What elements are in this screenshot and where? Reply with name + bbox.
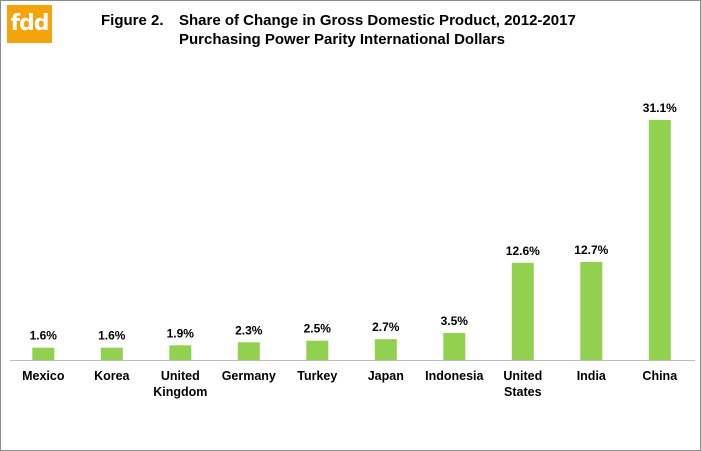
bar <box>374 339 397 360</box>
bar-value-label: 12.6% <box>506 244 540 258</box>
chart-subtitle: Purchasing Power Parity International Do… <box>179 31 505 48</box>
chart-title-line1: Figure 2. Share of Change in Gross Domest… <box>101 11 661 30</box>
category-label-line: Korea <box>94 369 130 383</box>
bar <box>237 342 260 360</box>
category-label-line: China <box>642 369 678 383</box>
bar <box>306 340 329 360</box>
bar <box>32 347 55 360</box>
category-label-line: Turkey <box>297 369 337 383</box>
category-label-line: Germany <box>222 369 276 383</box>
category-label: India <box>577 369 607 383</box>
category-label: Turkey <box>297 369 337 383</box>
category-label-line: Indonesia <box>425 369 484 383</box>
category-label-line: States <box>504 385 542 399</box>
bar-value-label: 2.5% <box>304 322 332 336</box>
category-label-line: Japan <box>368 369 404 383</box>
bar-value-label: 1.9% <box>167 326 195 340</box>
bar <box>100 347 123 360</box>
category-label-line: India <box>577 369 607 383</box>
category-label: Japan <box>368 369 404 383</box>
bar <box>580 262 603 360</box>
bar <box>443 333 466 360</box>
bar-value-label: 1.6% <box>98 329 126 343</box>
bar-value-label: 1.6% <box>30 329 58 343</box>
category-label: United Kingdom <box>153 369 207 399</box>
category-label-line: United <box>503 369 542 383</box>
chart-title: Figure 2. Share of Change in Gross Domest… <box>101 11 661 49</box>
category-label: Korea <box>94 369 130 383</box>
bar-value-label: 31.1% <box>643 101 677 115</box>
category-label-line: Mexico <box>22 369 65 383</box>
title-main: Share of Change in Gross Domestic Produc… <box>179 12 576 29</box>
category-label: Indonesia <box>425 369 484 383</box>
category-label: China <box>642 369 678 383</box>
bar-value-label: 2.7% <box>372 320 400 334</box>
category-label-line: Kingdom <box>153 385 207 399</box>
category-label: Mexico <box>22 369 65 383</box>
figure-number: Figure 2. <box>101 12 164 29</box>
category-label: Germany <box>222 369 276 383</box>
bar <box>169 345 192 360</box>
bar <box>648 120 671 360</box>
bar <box>511 262 534 360</box>
fdd-logo: fdd <box>7 5 52 43</box>
category-label-line: United <box>161 369 200 383</box>
category-label: United States <box>503 369 542 399</box>
bar-value-label: 3.5% <box>441 314 469 328</box>
bars-group: 1.6% Mexico 1.6% Korea 1.9% United Kingdom 2.3%… <box>22 101 678 399</box>
bar-value-label: 12.7% <box>574 243 608 257</box>
bar-value-label: 2.3% <box>235 323 263 337</box>
